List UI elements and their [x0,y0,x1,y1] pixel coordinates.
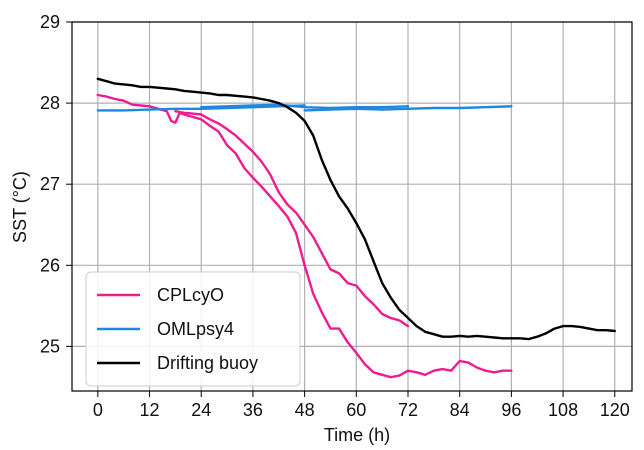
x-tick-label: 12 [140,400,160,420]
series-line-cplcyo [96,93,306,267]
x-tick-label: 60 [346,400,366,420]
x-tick-label: 48 [295,400,315,420]
y-tick-label: 29 [40,12,60,32]
plot-frame [71,21,633,392]
series-line-cplcyo [303,264,513,379]
series-line-omlpsy4 [96,104,306,112]
x-tick-label: 120 [600,400,630,420]
legend-label-omlpsy4: OMLpsy4 [157,319,234,339]
x-tick-label: 108 [548,400,578,420]
series-line-cplcyo [174,109,410,328]
x-tick-label: 96 [501,400,521,420]
y-tick-label: 28 [40,93,60,113]
series-line-omlpsy4 [199,103,410,110]
legend: CPLcyO OMLpsy4 Drifting buoy [85,271,301,387]
legend-label-cplcyo: CPLcyO [157,285,224,305]
series-line-omlpsy4 [303,105,513,112]
x-tick-label: 72 [398,400,418,420]
series-line-drifting-buoy [96,77,616,341]
x-tick-label: 84 [450,400,470,420]
series-lines [96,77,616,379]
x-tick-label: 36 [243,400,263,420]
x-axis-label: Time (h) [324,425,390,445]
y-axis-label: SST (°C) [10,171,30,243]
y-tick-label: 25 [40,336,60,356]
axes [66,21,633,397]
legend-box [85,271,301,387]
x-tick-label: 0 [93,400,103,420]
tick-labels: 0 12 24 36 48 60 72 84 96 108 120 25 26 27 28 29 [40,12,630,420]
y-tick-label: 26 [40,255,60,275]
legend-label-drifting-buoy: Drifting buoy [157,353,258,373]
x-tick-label: 24 [191,400,211,420]
y-tick-label: 27 [40,174,60,194]
